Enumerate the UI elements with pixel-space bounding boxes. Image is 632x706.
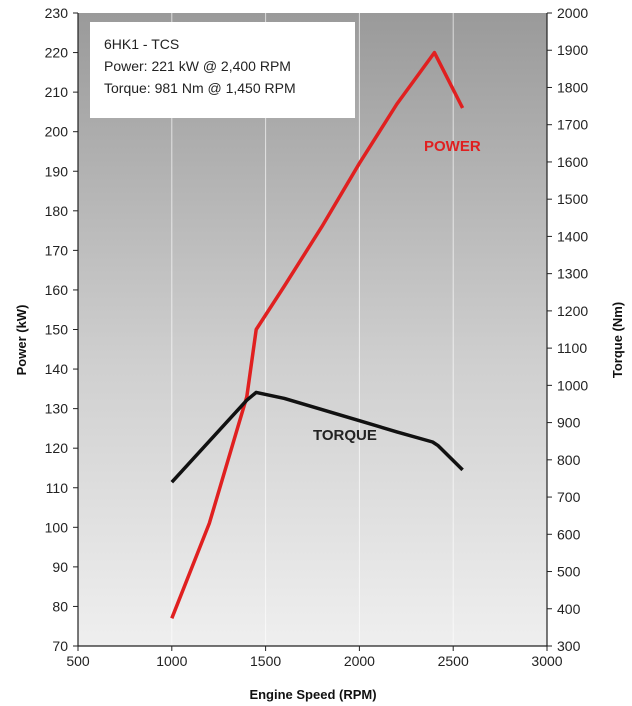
y2-tick-label: 900 [557,415,581,431]
y2-tick-label: 1600 [557,154,588,170]
y-tick-label: 110 [46,480,69,496]
info-box-background [90,22,355,118]
y2-tick-label: 800 [557,452,581,468]
y2-tick-labels: 300 400 500 600 700 800 900 1000 1100 1200 1300 140… [557,5,588,654]
power-series-line [170,50,465,619]
y-tick-label: 160 [45,282,69,298]
y-tick-label: 170 [45,242,69,258]
y2-tick-label: 300 [557,638,581,654]
y-tick-label: 90 [52,559,68,575]
x-tick-label: 2500 [438,653,469,669]
grid [171,13,454,646]
x-tick-labels: 500 1000 1500 2000 2500 3000 [66,653,562,669]
x-tick-label: 500 [66,653,90,669]
x-tick-label: 1000 [156,653,187,669]
info-line-torque: Torque: 981 Nm @ 1,450 RPM [104,80,296,96]
y-tick-labels: 70 80 90 100 110 120 130 140 150 160 170 180 190 200 2… [45,5,69,654]
y2-tick-label: 1800 [557,79,588,95]
y-axis-title: Power (kW) [14,305,29,376]
y-tick-label: 130 [45,401,69,417]
y-tick-label: 190 [45,163,69,179]
y2-axis-title: Torque (Nm) [610,302,625,378]
y-tick-label: 210 [45,84,69,100]
y2-tick-label: 1700 [557,117,588,133]
y-tick-label: 230 [45,5,69,21]
y2-tick-label: 1900 [557,42,588,58]
y-tick-label: 120 [45,440,69,456]
y-tick-label: 100 [45,519,69,535]
y-tick-label: 150 [45,322,69,338]
y-tick-label: 220 [45,45,69,61]
axes [73,12,552,651]
y-tick-label: 140 [45,361,69,377]
y2-tick-label: 1200 [557,303,588,319]
y2-tick-label: 400 [557,601,581,617]
x-axis-title: Engine Speed (RPM) [249,687,376,702]
torque-series-label: TORQUE [313,427,377,444]
y2-tick-label: 700 [557,489,581,505]
torque-series-line [170,390,464,484]
y2-tick-label: 1000 [557,377,588,393]
y2-tick-label: 1100 [557,340,587,356]
y2-tick-label: 2000 [557,5,588,21]
info-line-model: 6HK1 - TCS [104,36,179,52]
x-tick-label: 1500 [250,653,281,669]
info-line-power: Power: 221 kW @ 2,400 RPM [104,58,291,74]
y-tick-label: 80 [52,598,68,614]
y2-tick-label: 1500 [557,191,588,207]
y2-tick-label: 500 [557,564,581,580]
info-box: 6HK1 - TCS Power: 221 kW @ 2,400 RPM Tor… [90,22,355,118]
y-tick-label: 180 [45,203,69,219]
series-layer [170,50,465,619]
power-series-label: POWER [424,138,481,155]
y2-tick-label: 1300 [557,266,588,282]
y2-tick-label: 1400 [557,228,588,244]
y-tick-label: 70 [52,638,68,654]
plot-area [78,13,547,646]
x-tick-label: 2000 [344,653,375,669]
y2-tick-label: 600 [557,526,581,542]
x-tick-label: 3000 [531,653,562,669]
y-tick-label: 200 [45,124,69,140]
